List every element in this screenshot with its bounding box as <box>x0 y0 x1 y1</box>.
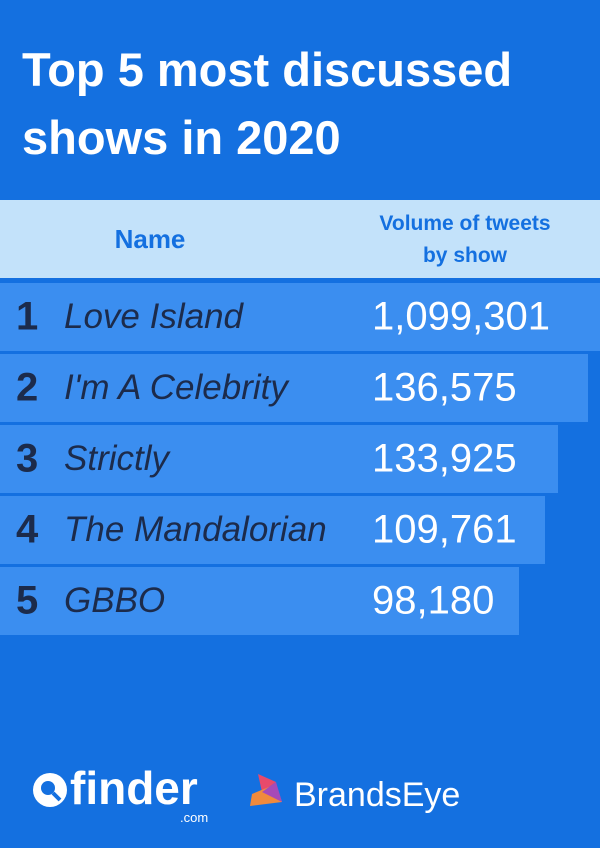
show-name: The Mandalorian <box>64 510 327 549</box>
table-row: 4 The Mandalorian 109,761 <box>0 496 545 564</box>
rank: 1 <box>16 294 39 339</box>
finder-icon <box>41 781 55 795</box>
show-name: Strictly <box>64 439 169 478</box>
column-header: Volume of tweets by show <box>379 212 551 267</box>
table-header: Name Volume of tweets by show <box>0 200 600 278</box>
brandseye-logo: BrandsEye <box>294 776 460 814</box>
finder-suffix: .com <box>180 810 208 825</box>
brandseye-icon <box>258 774 276 792</box>
column-header: Name <box>114 224 186 254</box>
show-name: GBBO <box>64 581 166 620</box>
show-name: Love Island <box>64 297 244 336</box>
rank: 4 <box>16 507 39 552</box>
table-row: 1 Love Island 1,099,301 <box>0 283 600 351</box>
brandseye-icon <box>262 782 282 802</box>
rank: 2 <box>16 365 39 410</box>
tweet-volume: 1,099,301 <box>372 294 550 339</box>
tweet-volume: 109,761 <box>372 507 517 552</box>
footer: finder .com BrandsEye <box>33 762 460 825</box>
tweet-volume: 133,925 <box>372 436 517 481</box>
show-name: I'm A Celebrity <box>64 368 288 407</box>
tweet-volume: 98,180 <box>372 578 495 623</box>
table-row: 5 GBBO 98,180 <box>0 567 519 635</box>
title: Top 5 most discussed shows in 2020 <box>22 43 513 164</box>
rank: 3 <box>16 436 39 481</box>
table-row: 3 Strictly 133,925 <box>0 425 558 493</box>
finder-logo: finder <box>70 762 198 814</box>
tweet-volume: 136,575 <box>372 365 517 410</box>
rank: 5 <box>16 578 39 623</box>
finder-icon <box>51 791 62 802</box>
table-row: 2 I'm A Celebrity 136,575 <box>0 354 588 422</box>
